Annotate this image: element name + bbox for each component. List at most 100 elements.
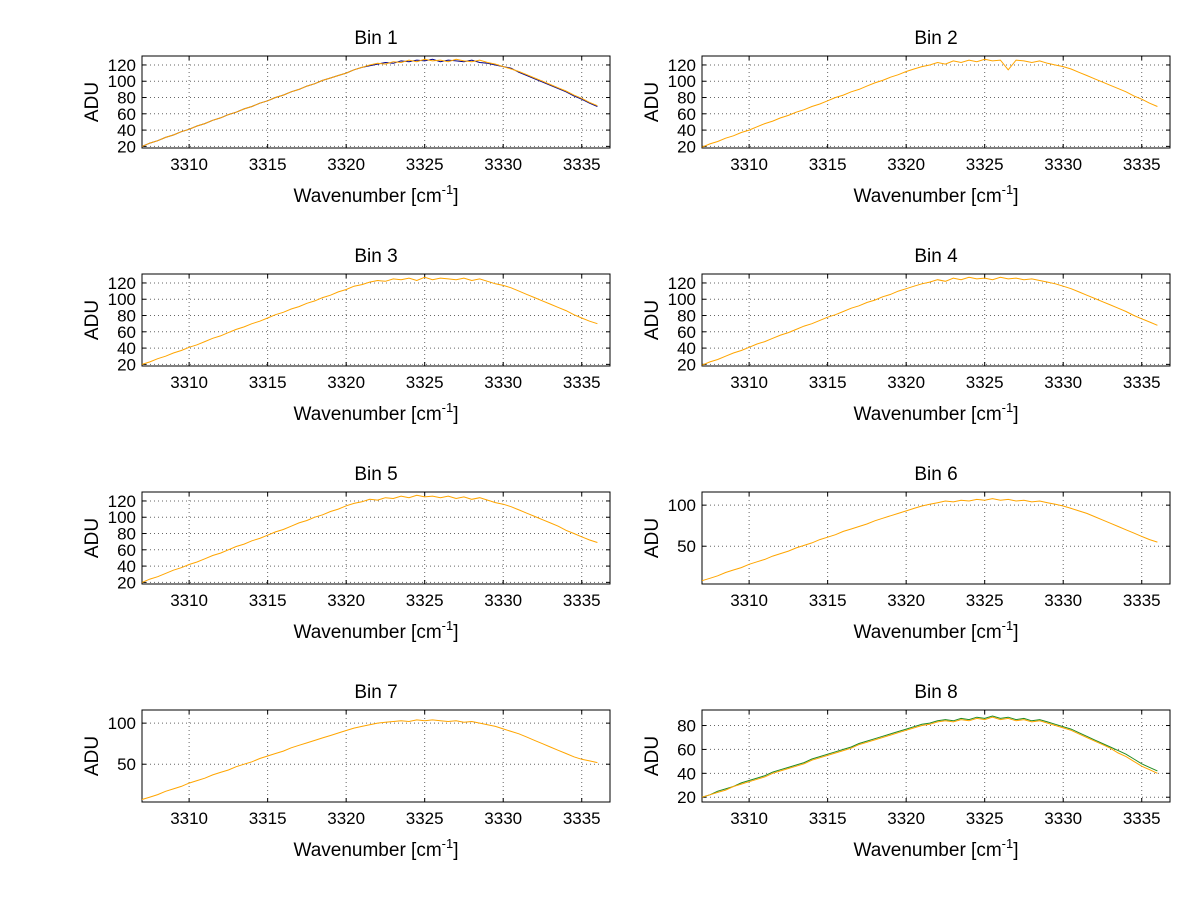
x-tick-label: 3320 [327, 373, 365, 392]
x-tick-label: 3315 [809, 809, 847, 828]
subplot-title: Bin 4 [914, 246, 958, 267]
subplot-bin-3: Bin 3 3310 3315 3320 3325 3330 3335 20 40 60 80 100… [72, 242, 632, 460]
y-axis-label: ADU [82, 82, 103, 122]
x-tick-label: 3320 [887, 155, 925, 174]
x-tick-label: 3330 [1044, 809, 1082, 828]
x-tick-label: 3330 [1044, 591, 1082, 610]
x-tick-label: 3330 [484, 373, 522, 392]
x-tick-label: 3315 [249, 591, 287, 610]
x-tick-label: 3320 [327, 155, 365, 174]
x-tick-label: 3330 [1044, 155, 1082, 174]
y-tick-label: 100 [108, 714, 136, 733]
subplot-bin-6: Bin 6 3310 3315 3320 3325 3330 3335 50 100 ADU Wav… [632, 460, 1192, 678]
axes-box [701, 55, 1171, 149]
x-tick-label: 3335 [563, 373, 601, 392]
y-tick-label: 20 [117, 355, 136, 374]
axes-box [141, 55, 611, 149]
x-tick-label: 3310 [730, 809, 768, 828]
axes-box [141, 709, 611, 803]
x-axis-label: Wavenumber [cm-1] [853, 836, 1018, 861]
subplot-bin-2: Bin 2 3310 3315 3320 3325 3330 3335 20 40 60 80 100… [632, 24, 1192, 242]
x-tick-label: 3320 [887, 373, 925, 392]
chart-canvas-bin-5: Bin 5 3310 3315 3320 3325 3330 3335 20406080100… [82, 464, 611, 643]
x-tick-label: 3315 [249, 155, 287, 174]
y-axis-label: ADU [642, 82, 663, 122]
main-trace-bin-1 [141, 58, 598, 147]
subplot-bin-7: Bin 7 3310 3315 3320 3325 3330 3335 50 100 ADU Wav… [72, 678, 632, 896]
y-tick-label: 80 [117, 307, 136, 326]
x-tick-label: 3330 [484, 591, 522, 610]
y-tick-label: 50 [677, 537, 696, 556]
y-tick-label: 120 [108, 274, 136, 293]
y-tick-label: 100 [108, 508, 136, 527]
y-tick-label: 40 [677, 339, 696, 358]
chart-canvas-bin-8: Bin 8 3310 3315 3320 3325 3330 3335 20 40 60 80 ADU… [642, 682, 1171, 861]
y-tick-label: 20 [117, 137, 136, 156]
x-tick-label: 3335 [1123, 591, 1161, 610]
y-tick-label: 80 [677, 89, 696, 108]
y-tick-label: 120 [108, 492, 136, 511]
subplot-title: Bin 6 [914, 464, 957, 485]
y-tick-label: 50 [117, 755, 136, 774]
y-axis-label: ADU [82, 736, 103, 776]
x-tick-label: 3335 [1123, 373, 1161, 392]
x-tick-label: 3315 [249, 373, 287, 392]
axes-box [701, 273, 1171, 367]
x-tick-label: 3310 [170, 809, 208, 828]
y-tick-label: 40 [677, 121, 696, 140]
x-axis-label: Wavenumber [cm-1] [853, 400, 1018, 425]
subplot-bin-1: Bin 1 3310 3315 3320 3325 3330 3335 20 40 60 80 100… [72, 24, 632, 242]
y-axis-label: ADU [82, 518, 103, 558]
x-tick-label: 3330 [1044, 373, 1082, 392]
y-tick-label: 60 [117, 323, 136, 342]
subplot-bin-8: Bin 8 3310 3315 3320 3325 3330 3335 20 40 60 80 ADU… [632, 678, 1192, 896]
y-tick-label: 60 [677, 740, 696, 759]
x-tick-label: 3335 [563, 155, 601, 174]
x-tick-label: 3325 [406, 373, 444, 392]
chart-canvas-bin-6: Bin 6 3310 3315 3320 3325 3330 3335 50 100 ADU Wav… [642, 464, 1171, 643]
x-axis-label: Wavenumber [cm-1] [293, 182, 458, 207]
main-trace-bin-8 [701, 716, 1158, 798]
subplot-title: Bin 2 [914, 28, 957, 49]
main-trace-bin-5 [141, 494, 598, 583]
y-axis-label: ADU [82, 300, 103, 340]
x-tick-label: 3325 [406, 155, 444, 174]
main-trace-bin-3 [141, 276, 598, 365]
main-trace-bin-4 [701, 276, 1158, 366]
axes-box [141, 273, 611, 367]
main-trace-bin-7 [141, 719, 598, 800]
x-axis-label: Wavenumber [cm-1] [853, 182, 1018, 207]
y-tick-label: 100 [108, 290, 136, 309]
x-tick-label: 3330 [484, 155, 522, 174]
subplot-title: Bin 3 [354, 246, 397, 267]
y-tick-label: 100 [668, 496, 696, 515]
y-tick-label: 40 [117, 339, 136, 358]
y-tick-label: 100 [668, 290, 696, 309]
main-trace-bin-6 [701, 498, 1158, 582]
subplot-bin-5: Bin 5 3310 3315 3320 3325 3330 3335 20 40 60 80 100… [72, 460, 632, 678]
x-tick-label: 3335 [563, 809, 601, 828]
x-tick-label: 3310 [170, 591, 208, 610]
y-tick-label: 60 [117, 105, 136, 124]
chart-canvas-bin-1: Bin 1 3310 3315 3320 3325 3330 3335 20406080100… [82, 28, 611, 207]
y-tick-label: 120 [108, 56, 136, 75]
x-axis-label: Wavenumber [cm-1] [293, 836, 458, 861]
y-tick-label: 60 [117, 541, 136, 560]
x-tick-label: 3325 [406, 591, 444, 610]
main-trace-bin-2 [701, 58, 1158, 148]
x-tick-label: 3335 [1123, 809, 1161, 828]
x-tick-label: 3325 [966, 155, 1004, 174]
y-tick-label: 80 [677, 717, 696, 736]
y-tick-label: 40 [117, 557, 136, 576]
y-tick-label: 20 [677, 137, 696, 156]
x-axis-label: Wavenumber [cm-1] [293, 400, 458, 425]
y-tick-label: 60 [677, 323, 696, 342]
subplot-bin-4: Bin 4 3310 3315 3320 3325 3330 3335 20 40 60 80 100… [632, 242, 1192, 460]
x-tick-label: 3325 [966, 591, 1004, 610]
chart-canvas-bin-2: Bin 2 3310 3315 3320 3325 3330 3335 20406080100… [642, 28, 1171, 207]
x-tick-label: 3315 [809, 373, 847, 392]
y-tick-label: 40 [117, 121, 136, 140]
x-tick-label: 3310 [170, 155, 208, 174]
y-tick-label: 80 [117, 89, 136, 108]
